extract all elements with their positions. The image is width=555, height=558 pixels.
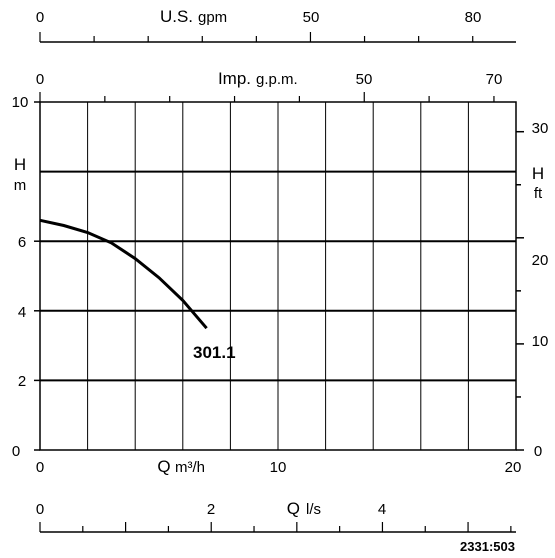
- left-tick-4: 4: [18, 304, 26, 321]
- chart-code: 2331:503: [460, 539, 515, 554]
- q-ls-axis-symbol: Q: [287, 499, 300, 518]
- left-tick-10: 10: [12, 94, 29, 111]
- right-axis-unit: ft: [534, 185, 543, 202]
- right-axis-h-ft: 0 10 20 30 H ft: [516, 120, 548, 460]
- imp-gpm-axis-unit: g.p.m.: [256, 71, 298, 88]
- us-gpm-axis-unit: gpm: [198, 9, 227, 26]
- plot-frame: [39, 101, 517, 451]
- us-gpm-tick-0: 0: [36, 9, 44, 26]
- q-ls-tick-0: 0: [36, 501, 44, 518]
- left-tick-6: 6: [18, 234, 26, 251]
- us-gpm-axis: 0 50 80 U.S. gpm: [36, 7, 516, 43]
- imp-gpm-tick-0: 0: [36, 71, 44, 88]
- us-gpm-tick-80: 80: [465, 9, 482, 26]
- left-axis-unit: m: [14, 177, 27, 194]
- right-tick-10: 10: [532, 333, 549, 350]
- pump-curve-label: 301.1: [193, 343, 236, 362]
- us-gpm-tick-50: 50: [303, 9, 320, 26]
- left-tick-0: 0: [12, 443, 20, 460]
- q-ls-tick-4: 4: [378, 501, 386, 518]
- pump-curve-301-1: [39, 218, 208, 330]
- imp-gpm-axis-prefix: Imp.: [218, 69, 251, 88]
- left-tick-2: 2: [18, 373, 26, 390]
- us-gpm-axis-prefix: U.S.: [160, 7, 193, 26]
- q-ls-axis: 0 2 4 Q l/s: [36, 499, 516, 533]
- q-m3h-axis-symbol: Q: [157, 457, 170, 476]
- left-axis-h-m: 0 2 4 6 10 H m: [12, 94, 40, 460]
- q-m3h-tick-10: 10: [270, 459, 287, 476]
- plot-area: 301.1: [39, 101, 517, 451]
- right-tick-0: 0: [534, 443, 542, 460]
- q-m3h-axis: 0 10 20 Q m³/h: [36, 457, 522, 476]
- right-tick-30: 30: [532, 120, 549, 137]
- imp-gpm-axis: 0 50 70 Imp. g.p.m.: [36, 69, 503, 102]
- q-m3h-tick-0: 0: [36, 459, 44, 476]
- q-m3h-tick-20: 20: [505, 459, 522, 476]
- imp-gpm-tick-70: 70: [486, 71, 503, 88]
- right-tick-20: 20: [532, 252, 549, 269]
- q-ls-axis-unit: l/s: [306, 501, 321, 518]
- right-axis-symbol: H: [532, 164, 544, 183]
- q-ls-tick-2: 2: [207, 501, 215, 518]
- q-m3h-axis-unit: m³/h: [175, 459, 205, 476]
- left-axis-symbol: H: [14, 155, 26, 174]
- imp-gpm-tick-50: 50: [356, 71, 373, 88]
